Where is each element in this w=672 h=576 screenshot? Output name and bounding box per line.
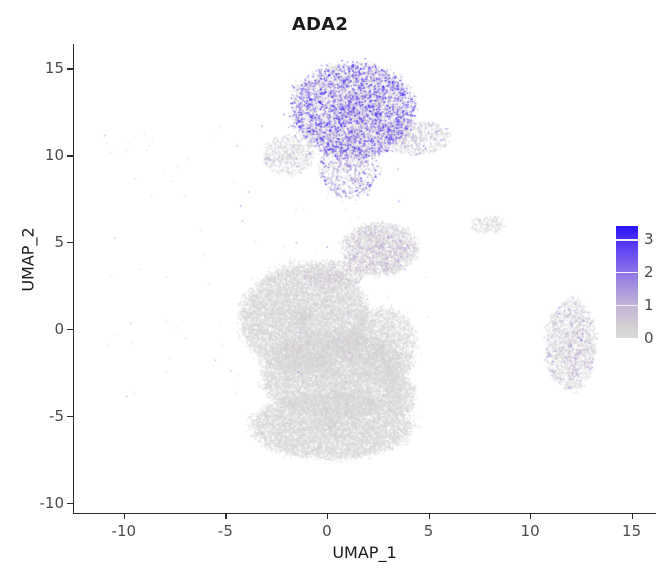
colorbar-tick-mark [616,272,638,274]
colorbar-tick-label: 2 [644,263,654,282]
y-tick-mark [67,328,73,331]
y-tick-mark [67,502,73,504]
colorbar-tick-mark [616,305,638,307]
page-title: ADA2 [291,14,349,35]
colorbar-tick-label: 1 [644,296,654,315]
x-tick-label: -10 [111,522,137,540]
x-tick-label: 15 [622,522,642,540]
y-tick-label: -10 [39,493,65,512]
y-tick-label: 0 [54,319,64,338]
y-tick-mark [67,155,73,157]
x-tick-mark [123,513,126,519]
y-tick-label: 10 [44,146,64,165]
y-tick-label: 5 [54,233,64,251]
x-tick-label: 5 [423,522,434,540]
x-tick-mark [225,513,227,519]
x-axis-line [73,512,656,514]
colorbar-tick-label: 0 [644,329,654,347]
y-tick-mark [67,415,73,418]
x-tick-mark [530,513,532,519]
x-tick-label: 0 [322,522,332,540]
x-tick-label: 10 [520,522,540,540]
scatter-plot-area [73,44,656,513]
y-axis-line [73,44,75,514]
y-tick-label: -5 [49,406,64,425]
colorbar-gradient [616,226,638,338]
x-tick-label: -5 [217,522,233,540]
colorbar-tick-mark [616,239,638,241]
x-tick-mark [326,513,329,519]
x-tick-mark [631,513,633,519]
y-tick-mark [67,68,73,70]
y-tick-label: 15 [44,59,64,78]
x-tick-mark [428,513,430,519]
colorbar-tick-label: 3 [644,230,654,249]
y-axis-title: UMAP_2 [18,227,38,292]
x-axis-title: UMAP_1 [332,543,397,562]
y-tick-mark [67,242,73,244]
